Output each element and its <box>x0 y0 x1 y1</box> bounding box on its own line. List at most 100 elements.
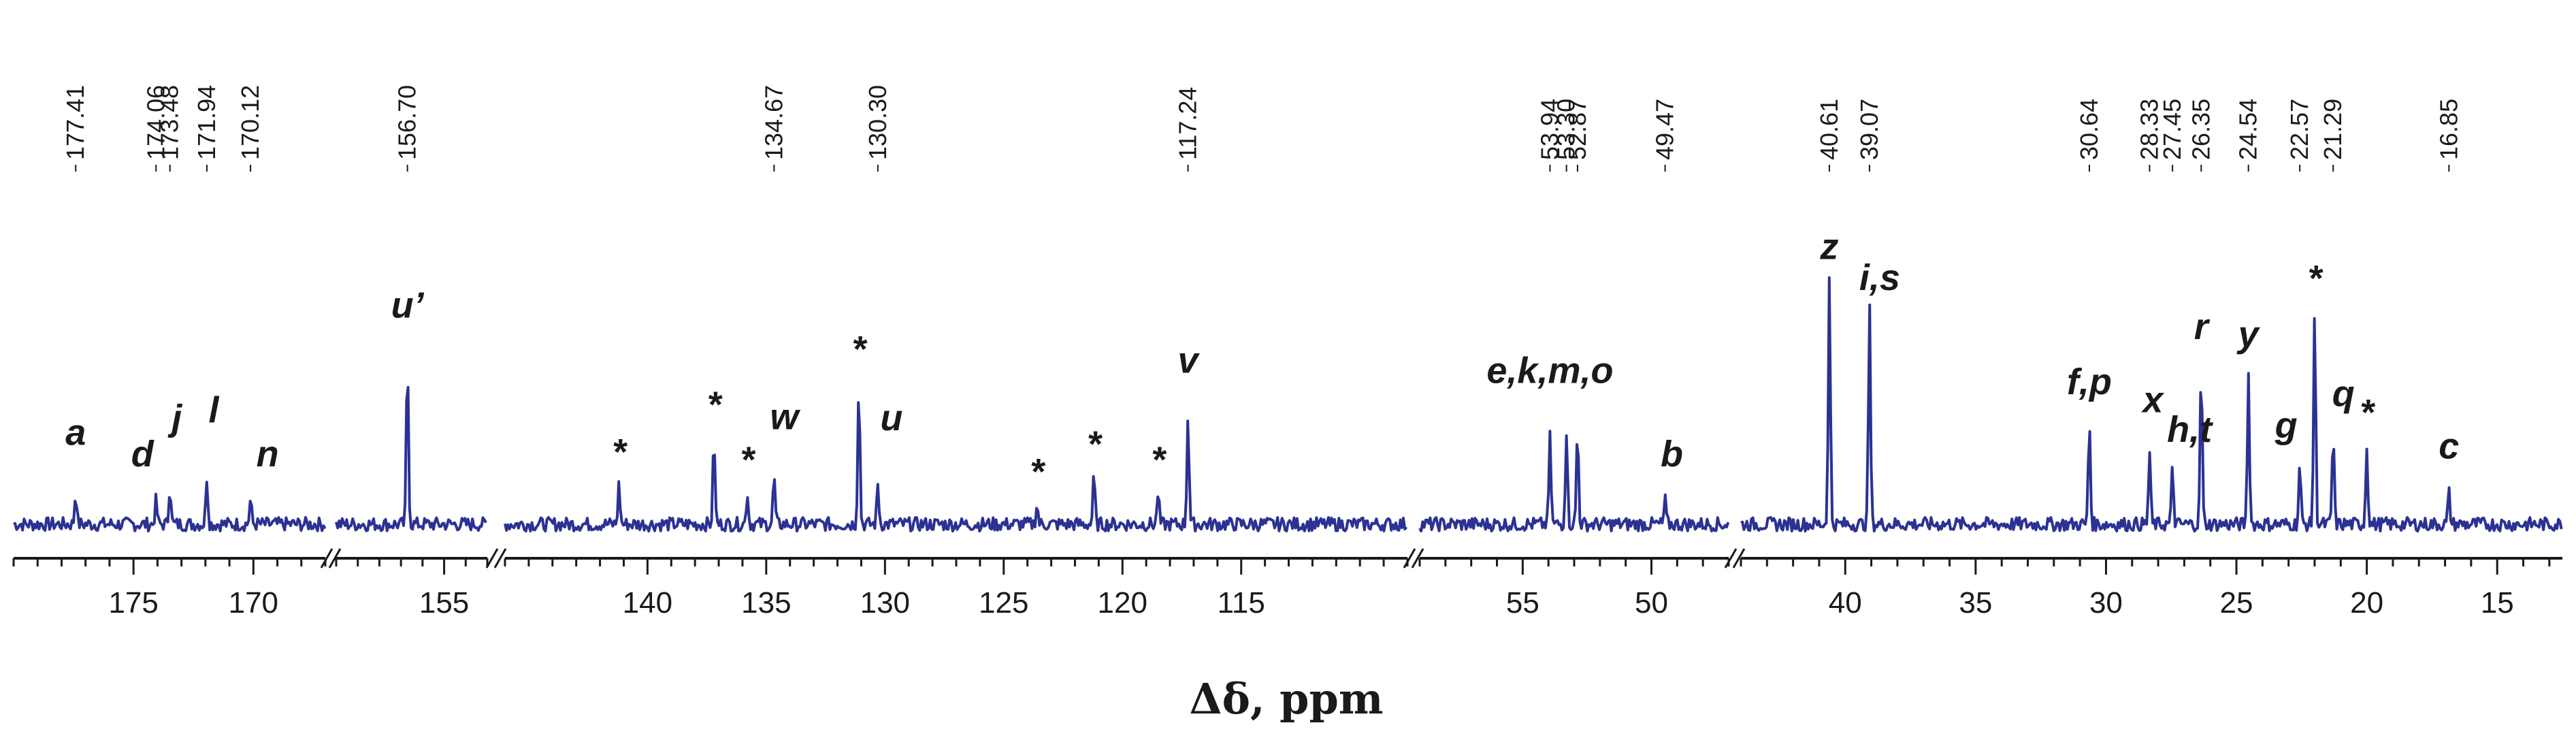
chemical-shift-value: 52.87 <box>1563 99 1591 160</box>
spectrum-segment-3 <box>504 401 1407 533</box>
axis-tick-label: 30 <box>2089 586 2123 620</box>
axis-break-mark <box>320 548 333 568</box>
chemical-shift-label: 26.35 <box>2187 99 2215 172</box>
chemical-shift-value: 26.35 <box>2187 99 2215 160</box>
peak-label: u’ <box>391 285 425 325</box>
peak-label: c <box>2439 426 2459 467</box>
chemical-shift-value: 40.61 <box>1815 99 1843 160</box>
chemical-shift-label: 117.24 <box>1174 87 1202 172</box>
chemical-shift-label: 24.54 <box>2234 99 2262 172</box>
chemical-shift-value: 49.47 <box>1651 99 1679 160</box>
chemical-shift-value: 21.29 <box>2319 99 2347 160</box>
chemical-shift-value: 39.07 <box>1855 99 1883 160</box>
axis-tick-label: 140 <box>623 586 672 620</box>
chemical-shift-label: 53.30 <box>1552 99 1580 172</box>
peak-label: j <box>167 398 182 438</box>
axis-break-mark <box>1403 548 1416 568</box>
peak-label: l <box>208 389 219 430</box>
axis-tick-label: 50 <box>1635 586 1668 620</box>
peak-label: h,t <box>2167 409 2213 450</box>
chemical-shift-label: 52.87 <box>1563 99 1591 172</box>
axis-break-mark <box>493 548 507 568</box>
peak-label: v <box>1178 340 1201 381</box>
impurity-marker: * <box>1151 440 1167 481</box>
spectrum-segment-2 <box>335 385 487 532</box>
peak-label: e,k,m,o <box>1486 350 1613 391</box>
chemical-shift-value: 173.48 <box>156 85 184 160</box>
axis-tick-label: 170 <box>229 586 278 620</box>
axis-tick-label: 155 <box>419 586 469 620</box>
axis-tick-label: 35 <box>1959 586 1992 620</box>
chemical-shift-label: 30.64 <box>2075 99 2103 172</box>
peak-label: u <box>880 398 902 438</box>
impurity-marker: * <box>2307 258 2324 299</box>
chemical-shift-value: 53.94 <box>1535 99 1563 160</box>
spectrum-segment-5 <box>1740 276 2563 533</box>
chemical-shift-value: 156.70 <box>393 85 421 160</box>
impurity-marker: * <box>740 440 756 481</box>
peak-label: i,s <box>1859 257 1900 298</box>
chemical-shift-value: 30.64 <box>2075 99 2103 160</box>
impurity-marker: * <box>707 384 723 425</box>
axis-tick-label: 115 <box>1218 586 1265 620</box>
chemical-shift-label: 27.45 <box>2158 99 2186 172</box>
axis-break-mark <box>1411 548 1424 568</box>
chemical-shift-value: 16.85 <box>2434 99 2462 160</box>
chemical-shift-value: 28.33 <box>2135 99 2163 160</box>
chemical-shift-value: 177.41 <box>61 85 89 160</box>
axis-tick-label: 55 <box>1506 586 1539 620</box>
chemical-shift-label: 16.85 <box>2434 99 2462 172</box>
chemical-shift-label: 134.67 <box>760 85 787 172</box>
chemical-shift-value: 134.67 <box>760 85 787 160</box>
axis-tick-label: 120 <box>1098 586 1147 620</box>
axis-break-mark <box>1732 548 1746 568</box>
impurity-marker: * <box>851 329 868 370</box>
axis-tick-label: 40 <box>1829 586 1862 620</box>
chemical-shift-value: 24.54 <box>2234 99 2262 160</box>
chemical-shift-value: 130.30 <box>864 85 892 160</box>
chemical-shift-label: 177.41 <box>61 85 89 172</box>
peak-label: y <box>2236 315 2261 355</box>
axis-break-mark <box>1724 548 1738 568</box>
peak-label: a <box>65 413 86 453</box>
axis-tick-label: 135 <box>741 586 791 620</box>
chemical-shift-value: 170.12 <box>236 85 264 160</box>
spectrum-segment-1 <box>12 481 327 532</box>
spectrum-segment-4 <box>1418 430 1730 533</box>
axis-tick-label: 130 <box>860 586 910 620</box>
axis-tick-label: 175 <box>108 586 158 620</box>
peak-label: g <box>2275 405 2298 446</box>
impurity-marker: * <box>1030 451 1046 492</box>
axis-break-mark <box>328 548 342 568</box>
chemical-shift-label: 40.61 <box>1815 99 1843 172</box>
chemical-shift-label: 21.29 <box>2319 99 2347 172</box>
impurity-marker: * <box>1087 423 1103 464</box>
peak-assignment-labels: a dj ln u’ * * * w * u * * * v e,k,m,o b z i,s f,p xh,t r y g *… <box>65 226 2459 492</box>
peak-label: b <box>1661 434 1683 475</box>
chemical-shift-label: 39.07 <box>1855 99 1883 172</box>
chemical-shift-value: 171.94 <box>193 85 221 160</box>
chemical-shift-value: 53.30 <box>1552 99 1580 160</box>
axis-tick-label: 15 <box>2481 586 2514 620</box>
peak-label: f,p <box>2067 362 2112 402</box>
peak-label: z <box>1819 226 1838 267</box>
x-axis: 175 170 155 140 135 130 125 120 115 55 50 40 35 30 25 2… <box>12 548 2562 620</box>
chemical-shift-label: 22.57 <box>2285 99 2313 172</box>
chemical-shift-value: 22.57 <box>2285 99 2313 160</box>
chemical-shift-value: 117.24 <box>1174 87 1202 160</box>
chemical-shift-label: 173.48 <box>156 85 184 172</box>
peak-label: w <box>770 396 800 437</box>
peak-label: x <box>2140 380 2164 421</box>
x-axis-title: Δδ, ppm <box>1190 674 1384 724</box>
chemical-shift-label: 28.33 <box>2135 99 2163 172</box>
peak-label: n <box>257 434 279 475</box>
impurity-marker: * <box>2360 392 2376 433</box>
peak-label: r <box>2194 306 2211 347</box>
chemical-shift-value: 174.06 <box>142 85 169 160</box>
chemical-shift-label: 170.12 <box>236 85 264 172</box>
chemical-shift-label: 156.70 <box>393 85 421 172</box>
chemical-shift-label: 130.30 <box>864 85 892 172</box>
impurity-marker: * <box>612 432 628 472</box>
